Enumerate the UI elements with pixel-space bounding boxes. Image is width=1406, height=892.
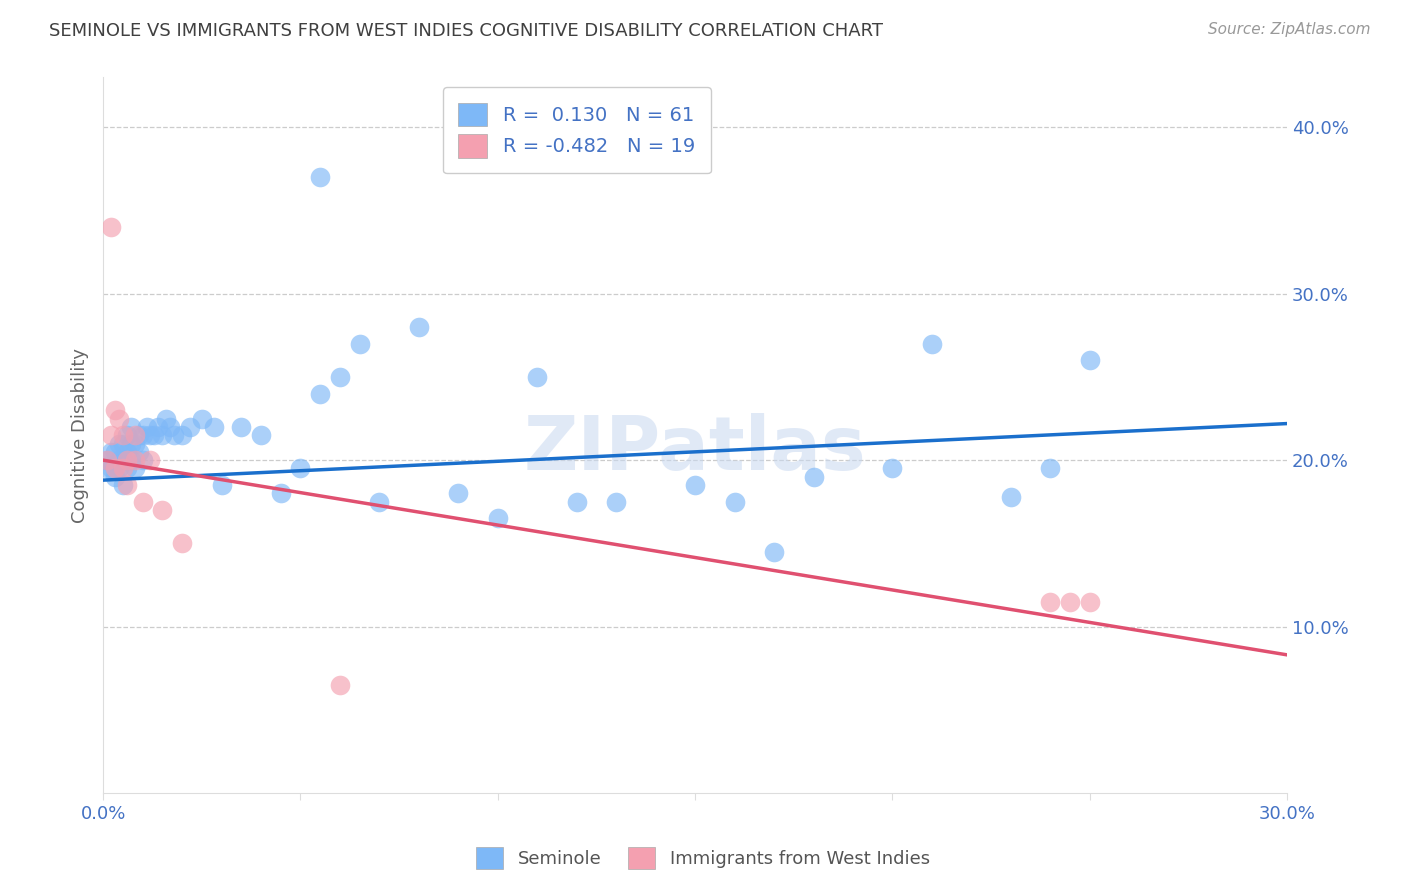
- Point: [124, 436, 146, 450]
- Point: [486, 511, 509, 525]
- Point: [329, 370, 352, 384]
- Point: [143, 428, 166, 442]
- Point: [155, 411, 177, 425]
- Point: [108, 453, 131, 467]
- Point: [115, 445, 138, 459]
- Point: [683, 478, 706, 492]
- Point: [179, 420, 201, 434]
- Text: SEMINOLE VS IMMIGRANTS FROM WEST INDIES COGNITIVE DISABILITY CORRELATION CHART: SEMINOLE VS IMMIGRANTS FROM WEST INDIES …: [49, 22, 883, 40]
- Point: [104, 461, 127, 475]
- Point: [131, 495, 153, 509]
- Point: [128, 428, 150, 442]
- Point: [124, 461, 146, 475]
- Point: [1059, 594, 1081, 608]
- Legend: Seminole, Immigrants from West Indies: Seminole, Immigrants from West Indies: [467, 838, 939, 879]
- Point: [111, 461, 134, 475]
- Point: [100, 220, 122, 235]
- Point: [231, 420, 253, 434]
- Text: ZIPatlas: ZIPatlas: [524, 413, 866, 486]
- Point: [408, 320, 430, 334]
- Point: [191, 411, 214, 425]
- Point: [108, 436, 131, 450]
- Point: [1078, 594, 1101, 608]
- Point: [250, 428, 273, 442]
- Point: [1078, 353, 1101, 368]
- Point: [100, 428, 122, 442]
- Point: [131, 428, 153, 442]
- Point: [115, 478, 138, 492]
- Point: [111, 453, 134, 467]
- Point: [309, 386, 332, 401]
- Point: [108, 461, 131, 475]
- Point: [120, 453, 142, 467]
- Point: [150, 428, 173, 442]
- Point: [882, 461, 904, 475]
- Point: [115, 428, 138, 442]
- Point: [329, 678, 352, 692]
- Point: [309, 170, 332, 185]
- Point: [170, 428, 193, 442]
- Point: [111, 478, 134, 492]
- Legend: R =  0.130   N = 61, R = -0.482   N = 19: R = 0.130 N = 61, R = -0.482 N = 19: [443, 87, 711, 174]
- Y-axis label: Cognitive Disability: Cognitive Disability: [72, 348, 89, 523]
- Point: [150, 503, 173, 517]
- Point: [108, 411, 131, 425]
- Point: [131, 453, 153, 467]
- Point: [96, 453, 118, 467]
- Point: [270, 486, 292, 500]
- Point: [605, 495, 627, 509]
- Point: [290, 461, 312, 475]
- Point: [104, 445, 127, 459]
- Point: [565, 495, 588, 509]
- Point: [368, 495, 391, 509]
- Point: [135, 420, 157, 434]
- Text: Source: ZipAtlas.com: Source: ZipAtlas.com: [1208, 22, 1371, 37]
- Point: [100, 461, 122, 475]
- Point: [349, 336, 371, 351]
- Point: [139, 453, 162, 467]
- Point: [763, 544, 786, 558]
- Point: [447, 486, 470, 500]
- Point: [111, 428, 134, 442]
- Point: [104, 461, 127, 475]
- Point: [148, 420, 170, 434]
- Point: [211, 478, 233, 492]
- Point: [120, 420, 142, 434]
- Point: [921, 336, 943, 351]
- Point: [124, 428, 146, 442]
- Point: [163, 428, 186, 442]
- Point: [1039, 461, 1062, 475]
- Point: [115, 461, 138, 475]
- Point: [803, 470, 825, 484]
- Point: [124, 453, 146, 467]
- Point: [1000, 490, 1022, 504]
- Point: [115, 453, 138, 467]
- Point: [526, 370, 548, 384]
- Point: [128, 445, 150, 459]
- Point: [96, 461, 118, 475]
- Point: [202, 420, 225, 434]
- Point: [120, 436, 142, 450]
- Point: [104, 403, 127, 417]
- Point: [159, 420, 181, 434]
- Point: [139, 428, 162, 442]
- Point: [111, 436, 134, 450]
- Point: [104, 470, 127, 484]
- Point: [96, 453, 118, 467]
- Point: [100, 445, 122, 459]
- Point: [170, 536, 193, 550]
- Point: [723, 495, 745, 509]
- Point: [1039, 594, 1062, 608]
